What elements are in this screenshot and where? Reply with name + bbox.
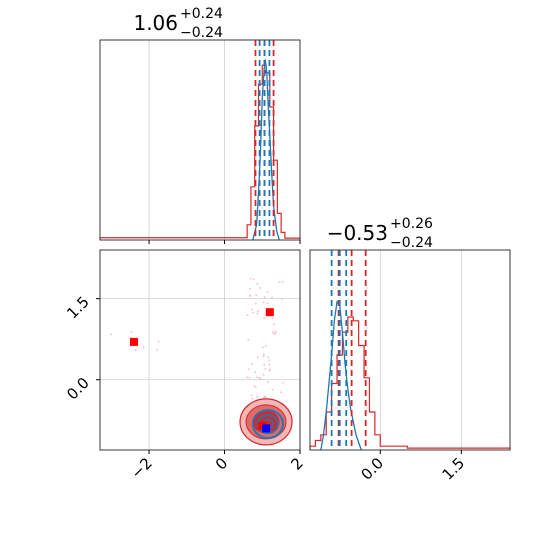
- joint-sample-point: [271, 388, 274, 391]
- joint-sample-point: [272, 323, 275, 326]
- joint-xtick-label: 0: [212, 454, 231, 473]
- joint-blue-contour-1: [251, 408, 285, 440]
- hist1-xtick-label: 1.5: [439, 454, 469, 484]
- joint-sample-point: [264, 367, 267, 370]
- joint-sample-point: [259, 378, 262, 380]
- joint-sample-point: [268, 359, 271, 362]
- joint-sample-point: [267, 356, 270, 359]
- joint-sample-point: [256, 356, 259, 359]
- joint-sample-point: [250, 394, 253, 397]
- joint-ytick-label: 1.5: [63, 293, 93, 323]
- joint-sample-point: [256, 282, 259, 285]
- joint-outlier-marker: [129, 337, 138, 346]
- joint-sample-point: [263, 364, 266, 366]
- joint-sample-point: [249, 287, 252, 290]
- joint-sample-point: [274, 330, 277, 333]
- joint-sample-point: [142, 346, 145, 349]
- hist1-title-minus: −0.24: [390, 235, 433, 251]
- joint-sample-point: [248, 368, 250, 371]
- joint-sample-point: [269, 369, 271, 372]
- joint-sample-point: [157, 340, 160, 343]
- joint-sample-point: [258, 376, 261, 379]
- joint-sample-point: [255, 294, 258, 297]
- joint-sample-point: [263, 296, 266, 298]
- joint-sample-point: [246, 376, 249, 379]
- hist0-title-value: 1.06: [133, 11, 178, 35]
- joint-sample-point: [249, 294, 251, 297]
- joint-sample-point: [254, 386, 257, 389]
- joint-sample-point: [252, 311, 254, 314]
- hist1-blue-series: [320, 300, 362, 451]
- joint-sample-point: [248, 377, 251, 379]
- joint-sample-point: [263, 317, 266, 319]
- joint-sample-point: [253, 385, 256, 388]
- joint-sample-point: [264, 344, 267, 347]
- joint-sample-point: [254, 371, 257, 373]
- joint-sample-point: [250, 363, 253, 366]
- joint-ytick-label: 0.0: [63, 374, 93, 404]
- joint-sample-point: [256, 395, 259, 398]
- joint-sample-point: [281, 298, 284, 300]
- joint-sample-point: [252, 278, 255, 281]
- joint-sample-point: [268, 363, 271, 366]
- hist1-red-series: [309, 316, 511, 450]
- hist0-title-minus: −0.24: [180, 25, 223, 41]
- joint-sample-point: [262, 373, 265, 376]
- hist1-title: −0.53 +0.26 −0.24: [327, 216, 433, 251]
- joint-sample-point: [262, 355, 265, 357]
- joint-sample-point: [266, 290, 269, 293]
- joint-sample-point: [257, 310, 259, 313]
- joint-sample-point: [262, 301, 265, 304]
- joint-sample-point: [246, 314, 249, 317]
- joint-sample-point: [110, 333, 112, 336]
- joint-sample-point: [268, 368, 271, 371]
- joint-sample-point: [271, 331, 274, 334]
- joint-sample-point: [262, 346, 264, 349]
- joint-sample-point: [281, 280, 284, 283]
- hist1-title-value: −0.53: [327, 221, 388, 245]
- joint-sample-point: [282, 381, 285, 384]
- hist0-blue-series: [252, 59, 280, 241]
- joint-sample-point: [130, 331, 133, 334]
- joint-sample-point: [266, 302, 269, 305]
- joint-sample-point: [256, 312, 259, 315]
- joint-sample-point: [271, 296, 273, 299]
- joint-sample-point: [262, 353, 265, 356]
- joint-sample-point: [254, 302, 257, 305]
- joint-sample-point: [273, 332, 276, 335]
- joint-sample-point: [259, 287, 261, 289]
- joint-truth-blue-marker: [262, 424, 271, 433]
- hist1-frame: [309, 249, 511, 451]
- hist1-xtick-label: 0.0: [357, 454, 387, 484]
- hist1-title-plus: +0.26: [390, 216, 433, 232]
- hist0-frame: [99, 39, 301, 241]
- joint-xtick-label: 2: [287, 454, 306, 473]
- joint-sample-point: [251, 397, 254, 400]
- joint-sample-point: [278, 281, 281, 283]
- joint-xtick-label: −2: [128, 454, 156, 482]
- hist0-title: 1.06 +0.24 −0.24: [133, 6, 223, 41]
- joint-sample-point: [266, 381, 269, 383]
- joint-sample-point: [272, 317, 274, 320]
- joint-sample-point: [249, 277, 252, 280]
- joint-sample-point: [264, 395, 266, 398]
- joint-sample-point: [156, 349, 159, 351]
- joint-outlier-marker: [265, 308, 274, 317]
- joint-sample-point: [280, 391, 282, 394]
- joint-sample-point: [247, 338, 250, 341]
- joint-sample-point: [134, 348, 137, 351]
- joint-blue-contour-2: [256, 413, 280, 435]
- joint-sample-point: [256, 376, 259, 379]
- joint-frame: [99, 249, 301, 451]
- hist1-grid: [379, 250, 462, 450]
- joint-sample-point: [250, 308, 253, 311]
- hist0-title-plus: +0.24: [180, 6, 223, 22]
